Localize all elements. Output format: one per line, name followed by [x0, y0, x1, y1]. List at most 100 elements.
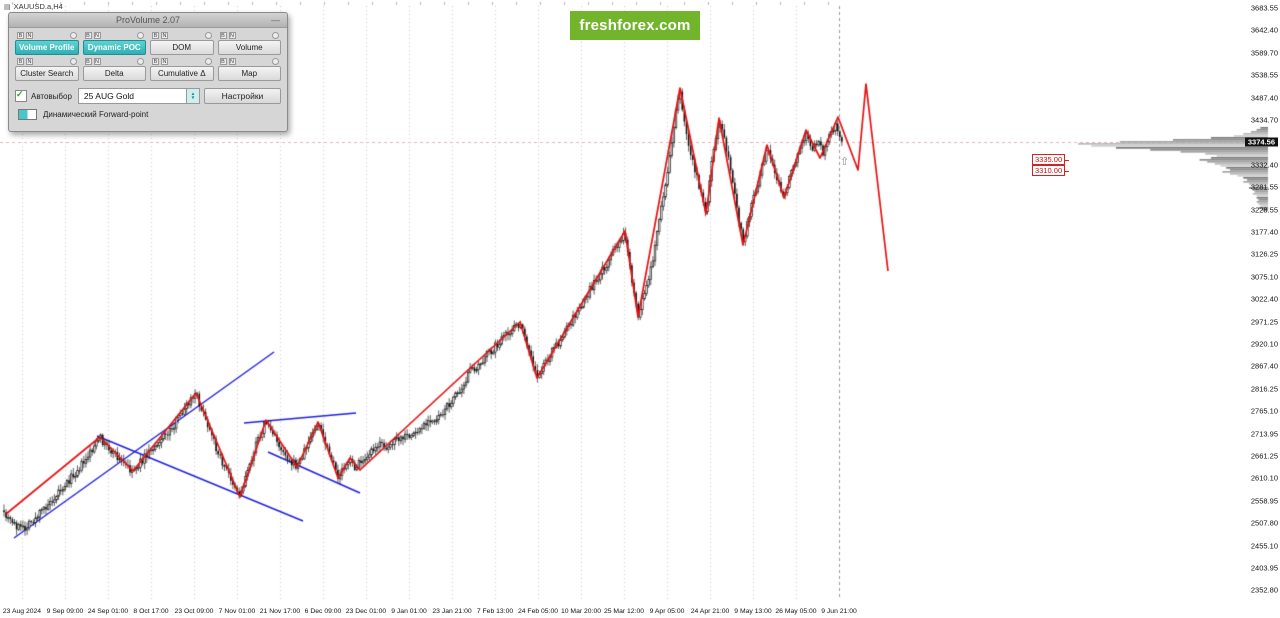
profile-select-value: 25 AUG Gold [83, 91, 135, 101]
price-tick: 2713.95 [1250, 429, 1278, 439]
map-cell: B N Map [217, 57, 281, 81]
autoselect-label: Автовыбор [31, 91, 72, 101]
forward-point-color-swatch[interactable] [18, 109, 37, 120]
mini-toggle-n-icon[interactable]: N [228, 31, 236, 39]
time-tick: 23 Dec 01:00 [345, 608, 387, 615]
mini-circle-button[interactable] [204, 31, 212, 39]
chevron-down-icon[interactable]: ▼ [190, 95, 196, 100]
mini-toggle-n-icon[interactable]: N [26, 57, 33, 65]
mini-circle-button[interactable] [137, 57, 144, 65]
combo-spinner-icon[interactable]: ▲ ▼ [185, 89, 199, 103]
price-tick: 2403.95 [1250, 563, 1278, 573]
delta-button[interactable]: Delta [82, 66, 146, 81]
mini-toggle-b-icon[interactable]: B [17, 31, 24, 39]
price-tick: 3642.40 [1250, 25, 1278, 35]
dom-button[interactable]: DOM [150, 40, 214, 55]
mini-toggle-n-icon[interactable]: N [161, 57, 168, 65]
dynamic-poc-cell: B N Dynamic POC [82, 31, 146, 55]
time-tick: 23 Oct 09:00 [174, 608, 214, 615]
time-tick: 9 Sep 09:00 [46, 608, 84, 615]
volume-profile-cell: B N Volume Profile [15, 31, 79, 55]
price-tick: 2920.10 [1250, 339, 1278, 349]
mini-circle-button[interactable] [272, 31, 279, 39]
mini-toggle-b-icon[interactable]: B [219, 31, 227, 39]
time-tick: 8 Oct 17:00 [133, 608, 169, 615]
price-tick: 3683.55 [1250, 3, 1278, 13]
mini-toggle-n-icon[interactable]: N [228, 57, 236, 65]
price-tick: 3487.40 [1250, 93, 1278, 103]
mini-toggle-n-icon[interactable]: N [26, 31, 33, 39]
time-tick: 6 Dec 09:00 [304, 608, 342, 615]
minimize-icon[interactable]: — [271, 15, 280, 25]
mini-toggle-n-icon[interactable]: N [93, 31, 101, 39]
price-tick: 3022.40 [1250, 294, 1278, 304]
cluster-search-button[interactable]: Cluster Search [15, 66, 79, 81]
volume-profile-button[interactable]: Volume Profile [15, 40, 79, 55]
price-tick: 3332.40 [1250, 160, 1278, 170]
time-tick: 25 Mar 12:00 [603, 608, 645, 615]
price-tick: 2816.25 [1250, 384, 1278, 394]
mini-circle-button[interactable] [69, 31, 77, 39]
mini-toggle-n-icon[interactable]: N [93, 57, 101, 65]
price-tick: 3075.10 [1250, 272, 1278, 282]
price-tick: 2610.10 [1250, 473, 1278, 483]
settings-button[interactable]: Настройки [203, 88, 281, 104]
price-tick: 2661.25 [1250, 451, 1278, 461]
chart-icon: ▤ [4, 3, 11, 11]
volume-cell: B N Volume [217, 31, 281, 55]
dynamic-poc-button[interactable]: Dynamic POC [82, 40, 146, 55]
time-tick: 9 Apr 05:00 [649, 608, 685, 615]
time-tick: 23 Jan 21:00 [432, 608, 472, 615]
mini-circle-button[interactable] [137, 31, 144, 39]
price-level-tag[interactable]: 3335.00 [1032, 154, 1070, 165]
time-tick: 24 Feb 05:00 [517, 608, 559, 615]
mini-circle-button[interactable] [69, 57, 77, 65]
provolume-title-bar[interactable]: ProVolume 2.07 — [9, 13, 287, 28]
symbol-title-text: XAUUSD.a,H4 [13, 2, 63, 11]
provolume-panel: ProVolume 2.07 — B N Volume Profile B N … [8, 12, 288, 132]
mini-toggle-b-icon[interactable]: B [219, 57, 227, 65]
price-axis[interactable]: 3683.55 3642.40 3589.70 3538.55 3487.40 3434.… [1214, 0, 1280, 618]
price-tick: 2765.10 [1250, 406, 1278, 416]
time-axis[interactable]: 23 Aug 2024 9 Sep 09:00 24 Sep 01:00 8 Oct … [0, 604, 1280, 618]
price-tick: 3434.70 [1250, 115, 1278, 125]
provolume-button-grid: B N Volume Profile B N Dynamic POC B N [9, 28, 287, 83]
volume-button[interactable]: Volume [217, 40, 281, 55]
up-arrow-marker-icon: ⇧ [840, 156, 850, 168]
cumulative-delta-cell: B N Cumulative Δ [150, 57, 214, 81]
freshforex-banner: freshforex.com [570, 11, 700, 40]
mini-toggle-n-icon[interactable]: N [161, 31, 168, 39]
price-tick: 2455.10 [1250, 541, 1278, 551]
price-tick: 3538.55 [1250, 70, 1278, 80]
autoselect-checkbox[interactable] [15, 89, 27, 102]
price-tick: 3589.70 [1250, 48, 1278, 58]
mini-toggle-b-icon[interactable]: B [152, 57, 159, 65]
profile-select[interactable]: 25 AUG Gold ▲ ▼ [77, 88, 200, 104]
time-tick: 24 Apr 21:00 [690, 608, 730, 615]
price-tick: 3126.25 [1250, 249, 1278, 259]
dom-cell: B N DOM [150, 31, 214, 55]
price-tick: 2971.25 [1250, 317, 1278, 327]
mini-toggle-b-icon[interactable]: B [17, 57, 24, 65]
cluster-search-cell: B N Cluster Search [15, 57, 79, 81]
time-tick: 10 Mar 20:00 [560, 608, 602, 615]
mini-toggle-b-icon[interactable]: B [152, 31, 159, 39]
price-tick: 2507.80 [1250, 518, 1278, 528]
cumulative-delta-button[interactable]: Cumulative Δ [150, 66, 214, 81]
mini-circle-button[interactable] [204, 57, 212, 65]
price-level-tag[interactable]: 3310.00 [1032, 165, 1070, 176]
map-button[interactable]: Map [217, 66, 281, 81]
chevron-up-icon[interactable]: ▲ [190, 91, 196, 96]
price-tick: 2558.95 [1250, 496, 1278, 506]
mini-circle-button[interactable] [272, 57, 279, 65]
current-price-tick: 3374.56 [1244, 137, 1278, 147]
mini-toggle-b-icon[interactable]: B [84, 31, 92, 39]
price-tick: 3177.40 [1250, 227, 1278, 237]
forward-point-row: Динамический Forward-point [9, 104, 287, 120]
mini-toggle-b-icon[interactable]: B [84, 57, 92, 65]
time-tick: 7 Nov 01:00 [218, 608, 256, 615]
provolume-selector-row: Автовыбор 25 AUG Gold ▲ ▼ Настройки [9, 83, 287, 104]
provolume-title: ProVolume 2.07 [115, 15, 181, 25]
time-tick: 9 Jun 21:00 [821, 608, 857, 615]
